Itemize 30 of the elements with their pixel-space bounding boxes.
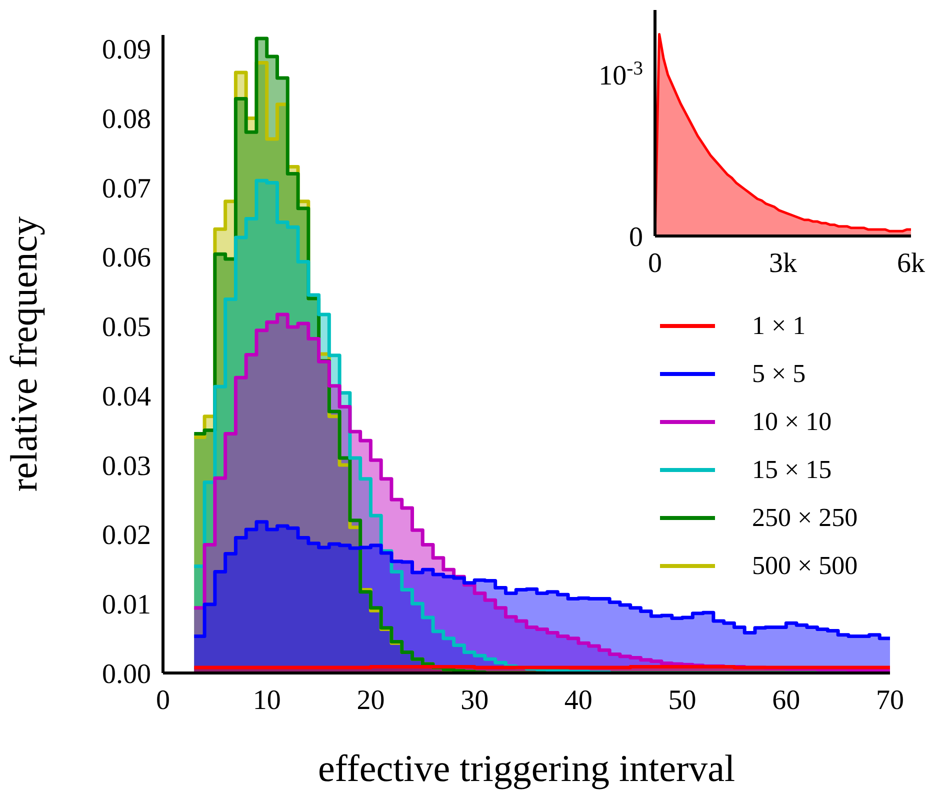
legend-label: 500 × 500 [752, 551, 858, 581]
y-tick-label: 10$^{-3}$ [598, 58, 644, 92]
y-tick-label: 0.00 [102, 658, 151, 690]
legend-label: 1 × 1 [752, 311, 806, 341]
legend-label: 10 × 10 [752, 407, 832, 437]
y-tick-label: 0.09 [102, 34, 151, 66]
y-tick-label: 0.03 [102, 450, 151, 482]
y-tick-label: 0.04 [102, 381, 151, 412]
x-tick-label: 0 [156, 685, 170, 716]
x-tick-label: 50 [668, 685, 696, 716]
x-axis-title: effective triggering interval [318, 748, 736, 790]
x-tick-label: 20 [356, 685, 385, 716]
x-tick-label: 60 [772, 685, 800, 716]
x-tick-label: 30 [460, 685, 489, 716]
y-tick-label: 0.02 [102, 520, 151, 552]
x-tick-label: 10 [252, 685, 281, 716]
x-tick-label: 70 [876, 685, 904, 716]
y-tick-label: 0.07 [102, 173, 151, 204]
x-tick-label: 0 [648, 248, 662, 279]
legend-label: 15 × 15 [752, 455, 832, 485]
x-tick-label: 40 [564, 685, 592, 716]
y-tick-label: 0.06 [102, 242, 151, 274]
legend-label: 250 × 250 [752, 503, 858, 533]
x-tick-label: 6k [897, 248, 925, 279]
legend-label: 5 × 5 [752, 359, 806, 389]
x-tick-label: 3k [769, 248, 797, 279]
y-axis-title: relative frequency [3, 216, 46, 492]
y-tick-label: 0.08 [102, 104, 151, 136]
y-tick-label: 0.01 [102, 589, 151, 620]
y-tick-label: 0.05 [102, 312, 151, 344]
